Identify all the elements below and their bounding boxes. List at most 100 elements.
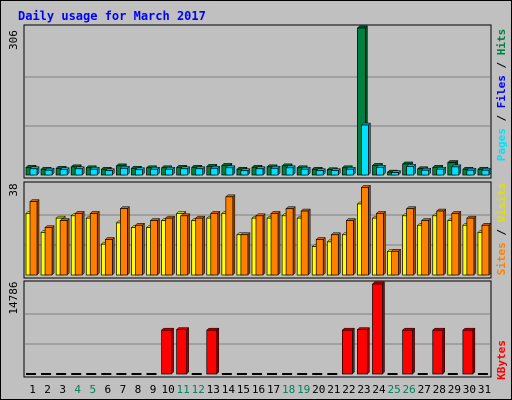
bar-files-day-11 [180,166,191,176]
legend-hits: Hits [495,29,508,56]
bar-sites-day-5 [89,210,100,276]
x-tick-label-15: 15 [237,383,250,396]
x-tick-label-30: 30 [463,383,476,396]
panel-kbytes-bg [23,280,492,378]
legend-hits-files: Pages / Files / Hits [495,29,508,162]
x-tick-label-29: 29 [448,383,461,396]
legend-visits: Visits [495,183,508,223]
x-tick-label-1: 1 [29,383,36,396]
bar-files-day-14 [225,165,236,176]
bar-sites-day-20 [315,236,326,276]
bar-sites-day-30 [466,215,477,276]
chart-title: Daily usage for March 2017 [18,9,206,23]
x-tick-label-26: 26 [403,383,416,396]
legend-kbytes: KBytes [495,340,508,380]
panel-kbytes-max-label: 14786 [7,281,20,314]
x-tick-label-12: 12 [192,383,205,396]
legend-sep-2: / [495,55,508,75]
x-tick-label-23: 23 [357,383,370,396]
bar-sites-day-27 [421,217,432,276]
bar-files-day-1 [29,166,40,176]
x-tick-label-5: 5 [89,383,96,396]
bar-sites-day-6 [104,236,115,276]
bar-files-day-23 [360,122,372,176]
panel-sites-visits: 38 Sites / Visits [7,181,508,279]
bar-files-day-22 [345,166,356,176]
bar-sites-day-4 [74,210,85,276]
bar-files-day-2 [44,167,55,176]
bar-sites-day-19 [300,208,311,276]
bar-kbytes-day-22 [341,327,355,375]
panel-hits-files-grid [25,76,490,127]
x-tick-label-2: 2 [44,383,51,396]
x-tick-label-17: 17 [267,383,280,396]
x-tick-label-16: 16 [252,383,265,396]
x-tick-label-22: 22 [342,383,355,396]
svg-text:Pages / Files / Hits: Pages / Files / Hits [495,29,508,162]
panel-hits-files-max-label: 306 [7,30,20,50]
bar-kbytes-day-10 [160,327,175,375]
x-tick-label-9: 9 [150,383,157,396]
x-tick-label-31: 31 [478,383,491,396]
svg-text:KBytes: KBytes [495,340,508,380]
bar-kbytes-day-24 [371,281,386,375]
bar-sites-day-18 [285,206,296,276]
bar-sites-day-26 [406,206,417,276]
bar-files-day-31 [481,167,492,176]
legend-sites: Sites [495,242,508,275]
bar-kbytes-day-23 [356,326,371,375]
bar-kbytes-day-13 [206,327,220,375]
x-tick-label-25: 25 [387,383,400,396]
legend-files: Files [495,75,508,108]
bar-sites-day-8 [134,222,146,276]
bar-sites-day-13 [210,210,221,276]
panel-sites-visits-bars [25,184,492,276]
bar-files-day-4 [74,166,85,176]
legend-sep-3: / [495,222,508,242]
x-tick-label-27: 27 [418,383,431,396]
panel-hits-files: 306 Pages / Files / Hits [7,24,508,179]
panel-hits-files-bars [25,25,492,176]
bar-sites-day-10 [164,215,176,276]
x-tick-label-3: 3 [59,383,66,396]
legend-sites-visits: Sites / Visits [495,183,508,276]
bar-files-day-3 [59,167,70,176]
bar-kbytes-day-30 [462,327,476,375]
bar-files-day-17 [270,165,281,176]
bar-sites-day-24 [375,210,387,276]
bar-sites-day-29 [451,210,462,276]
bar-kbytes-day-11 [176,326,190,375]
x-tick-label-11: 11 [177,383,190,396]
bar-sites-day-25 [390,248,402,276]
x-tick-label-20: 20 [312,383,325,396]
x-tick-label-8: 8 [135,383,142,396]
bar-sites-day-1 [29,198,40,276]
bar-sites-day-15 [240,232,251,276]
bar-sites-day-9 [149,217,161,276]
x-tick-label-10: 10 [161,383,174,396]
bar-kbytes-day-28 [432,327,446,375]
x-tick-label-4: 4 [74,383,81,396]
bar-sites-day-7 [119,206,130,276]
bar-sites-day-2 [44,225,55,276]
x-tick-label-7: 7 [120,383,127,396]
bar-sites-day-11 [180,213,191,276]
x-tick-label-21: 21 [327,383,340,396]
bar-sites-day-3 [59,217,70,276]
bar-sites-day-21 [330,232,341,276]
bar-files-day-7 [119,165,130,176]
legend-pages: Pages [495,128,508,161]
panel-kbytes: 14786 KBytes [7,280,508,380]
bar-files-day-9 [149,166,161,176]
bar-files-day-26 [406,163,417,176]
x-tick-label-19: 19 [297,383,310,396]
bar-files-day-27 [421,167,432,176]
legend-sep-1: / [495,108,508,128]
bar-sites-day-28 [436,208,447,276]
x-tick-label-6: 6 [105,383,112,396]
bar-files-day-15 [240,168,251,176]
x-tick-label-28: 28 [433,383,446,396]
bar-kbytes-day-26 [402,327,416,375]
bar-sites-day-17 [270,210,281,276]
